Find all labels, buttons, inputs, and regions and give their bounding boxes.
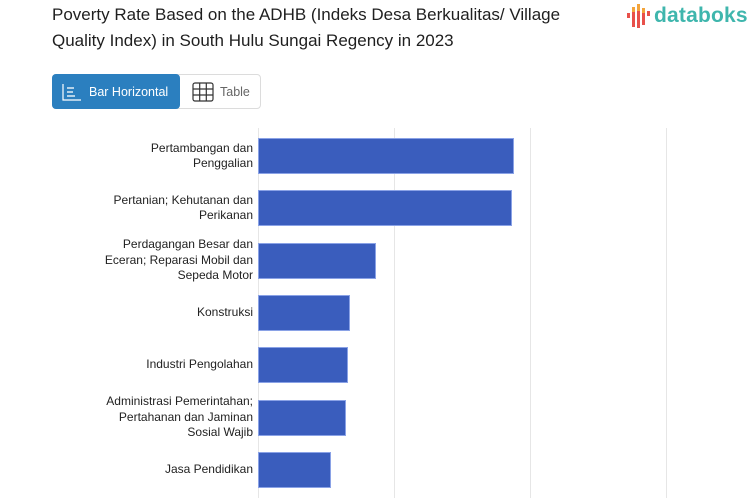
logo-text: databoks — [654, 4, 748, 27]
bar-category-label: Pertambangan dan Penggalian — [150, 140, 253, 171]
bar-chart-icon — [62, 83, 81, 101]
gridline — [666, 128, 667, 498]
bar-category-label: Perdagangan Besar dan Eceran; Reparasi Mo… — [104, 237, 253, 283]
table-grid-icon — [192, 81, 214, 102]
bar-horizontal-tab[interactable]: Bar Horizontal — [52, 74, 180, 109]
databoks-logo[interactable]: databoks — [625, 3, 748, 29]
table-tab[interactable]: Table — [180, 75, 250, 108]
gridline — [530, 128, 531, 498]
bar[interactable] — [258, 294, 351, 331]
bar-category-label: Administrasi Pemerintahan; Pertahanan dan… — [106, 394, 253, 440]
bar[interactable] — [258, 190, 513, 227]
bar[interactable] — [258, 138, 514, 174]
bar[interactable] — [258, 451, 332, 488]
bar[interactable] — [258, 242, 377, 279]
gridline — [394, 128, 395, 498]
bar[interactable] — [258, 347, 348, 384]
bar-chart-plot: Pertambangan dan Penggalian Pertanian; Keh… — [0, 128, 753, 498]
chart-title: Poverty Rate Based on the ADHB (Indeks D… — [52, 5, 561, 50]
bar-signal-logo-icon — [627, 4, 650, 28]
bar-horizontal-label: Bar Horizontal — [89, 84, 169, 99]
bar-category-label: Konstruksi — [196, 305, 253, 320]
bar-category-label: Industri Pengolahan — [146, 357, 253, 372]
bar-category-label: Pertanian; Kehutanan dan Perikanan — [113, 192, 253, 223]
table-label: Table — [220, 84, 250, 99]
view-toggle: Bar Horizontal Table — [52, 74, 261, 109]
bar[interactable] — [258, 399, 347, 436]
bar-category-label: Jasa Pendidikan — [164, 462, 253, 477]
